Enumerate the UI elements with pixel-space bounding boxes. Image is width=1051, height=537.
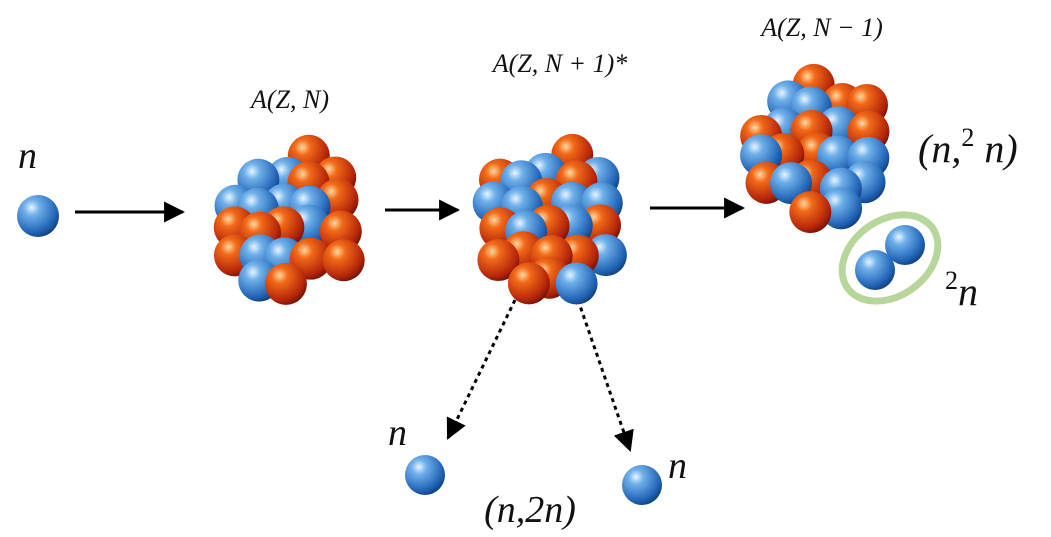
neutron [17, 195, 59, 237]
proton [508, 262, 550, 304]
nucleus-label: A(Z, N − 1) [759, 13, 883, 42]
text: n [958, 269, 978, 314]
nucleus-label: A(Z, N) [249, 85, 329, 114]
neutron [556, 263, 598, 305]
diagram: n A(Z, N) A(Z, N + 1)* A(Z, N − 1) (n,2 … [0, 0, 1051, 537]
neutron [855, 250, 895, 290]
proton [265, 263, 307, 305]
superscript: 2 [961, 123, 974, 152]
outgoing-label: n [668, 445, 687, 487]
proton [323, 239, 365, 281]
nucleus-label: A(Z, N + 1)* [491, 49, 628, 78]
text: n) [974, 126, 1017, 171]
reaction-label: (n,2n) [484, 489, 576, 531]
reaction-label: (n,2 n) [918, 123, 1018, 171]
arrows [75, 208, 743, 450]
dotted-arrow [578, 300, 630, 450]
superscript: 2 [945, 266, 958, 295]
neutron [405, 455, 445, 495]
particles [17, 64, 925, 505]
neutron [622, 465, 662, 505]
dotted-arrow [448, 300, 515, 438]
text: (n, [918, 126, 961, 171]
incoming-label: n [18, 135, 37, 177]
proton [789, 191, 831, 233]
dineutron-label: 2n [945, 266, 978, 314]
outgoing-label: n [388, 412, 407, 454]
